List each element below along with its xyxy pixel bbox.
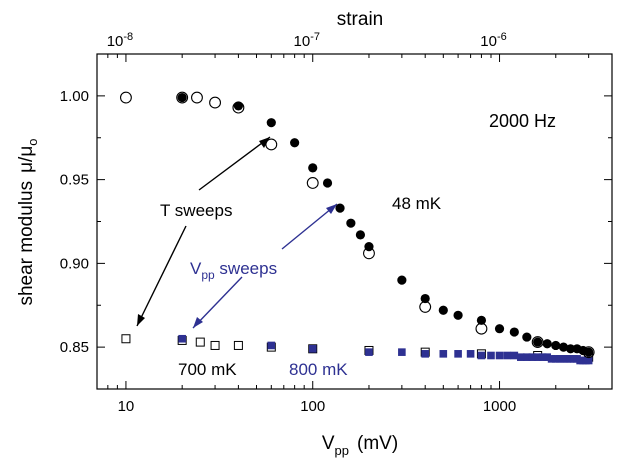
filled-circle-point [177,92,187,103]
filled-circle-point [364,242,374,252]
filled-circle-point [522,332,532,342]
annotation-arrows [136,136,338,329]
x-tick-label: 10 [118,398,135,415]
open-circle-point [306,177,319,189]
blue-square-point [503,351,512,360]
blue-square-point [365,348,373,356]
vpp-sweeps-arrow-up [281,203,338,250]
annotation-800mk: 800 mK [289,360,348,379]
open-circle-point [176,91,189,104]
blue-square-point [477,351,486,360]
x-axis-title-main: V [322,433,335,454]
y-axis-title-main: shear modulus [16,181,37,306]
x-axis-title: Vpp (mV) [322,433,398,458]
blue-square-point [267,341,276,350]
y-tick-label: 1.00 [60,88,89,105]
top-axis-title: strain [337,9,383,30]
filled-circle-point [542,339,552,349]
filled-circle-point [420,293,430,304]
open-square-point [195,337,205,347]
vpp-sweeps-arrowhead-down [193,317,203,328]
filled-circle-point [533,337,543,347]
blue-square-point [523,353,531,361]
top-tick-label: 10-7 [294,31,320,50]
vpp-sweeps-arrowhead-up [326,204,337,214]
t-sweeps-arrow-up [198,136,271,191]
filled-circle-point [308,163,318,173]
annotation-48mk: 48 mK [392,194,442,213]
open-circle-point [191,91,203,104]
filled-circle-point [397,275,407,285]
y-tick-label: 0.95 [60,172,89,189]
filled-circle-point [509,327,519,337]
annotation-vpp-sweeps-rest: sweeps [215,259,277,278]
y-axis-title-symbol: μ/μ [16,146,37,173]
top-tick-label: 10-8 [107,31,133,50]
y-axis-title: shear modulus μ/μo [16,138,40,305]
y-tick-label: 0.85 [60,339,89,356]
t-sweeps-arrowhead-up [259,137,270,148]
t-sweeps-arrow-down [136,225,187,327]
blue-square-point [439,350,448,358]
x-tick-label: 100 [300,398,325,415]
filled-circle-point [438,305,448,315]
blue-square-point [398,348,406,356]
annotation-vpp-sweeps: Vpp sweeps [190,259,277,282]
filled-circle-point [355,230,366,240]
data-markers [119,91,595,365]
blue-square-point [543,353,552,361]
x-axis-title-sub: pp [335,443,349,458]
open-square-point [121,334,131,344]
blue-square-point [517,353,525,361]
x-axis-title-unit: (mV) [357,433,398,454]
filled-circle-point [584,347,594,357]
annotation-t-sweeps: T sweeps [160,201,232,220]
top-tick-label: 10-6 [480,31,506,50]
blue-square-point [533,353,542,361]
y-axis-title-sub: o [25,138,40,145]
filled-circle-point [551,340,561,351]
axis-ticks [96,53,613,390]
blue-square-point [547,355,556,363]
vpp-sweeps-arrow-down [192,276,243,329]
filled-circle-point [558,342,569,352]
open-square-point [233,340,243,350]
filled-circle-point [346,218,356,228]
y-tick-label: 0.90 [60,255,89,272]
open-circle-point [119,91,132,104]
blue-square-point [308,345,317,353]
blue-square-point [487,351,495,360]
open-circle-point [209,96,222,109]
filled-circle-point [233,101,244,111]
open-circle-point [265,138,278,151]
blue-square-point [466,350,475,358]
blue-square-point [584,356,593,365]
filled-circle-point [476,315,487,325]
filled-circle-point [322,178,333,188]
blue-square-point [528,353,537,361]
blue-square-point [538,353,547,361]
blue-square-point [510,351,519,360]
t-sweeps-arrowhead-down [137,314,145,326]
filled-circle-point [494,324,505,334]
filled-circle-point [453,310,463,320]
annotation-700mk: 700 mK [178,360,237,379]
filled-circle-point [565,344,576,354]
blue-square-point [551,355,560,363]
annotation-frequency: 2000 Hz [489,111,556,131]
annotation-vpp-sweeps-v: V [190,259,202,278]
annotation-vpp-sweeps-sub: pp [201,268,215,282]
tick-labels: 10 100 1000 0.85 0.90 0.95 1.00 10-8 10-7 10-6 [60,31,516,415]
blue-square-point [495,351,504,360]
x-tick-label: 1000 [483,398,516,415]
blue-square-point [454,350,462,358]
filled-circle-point [335,203,345,213]
filled-circle-point [266,118,276,128]
filled-circle-point [290,138,300,148]
open-square-point [210,340,220,350]
blue-square-point [421,350,430,358]
blue-square-point [178,334,186,343]
